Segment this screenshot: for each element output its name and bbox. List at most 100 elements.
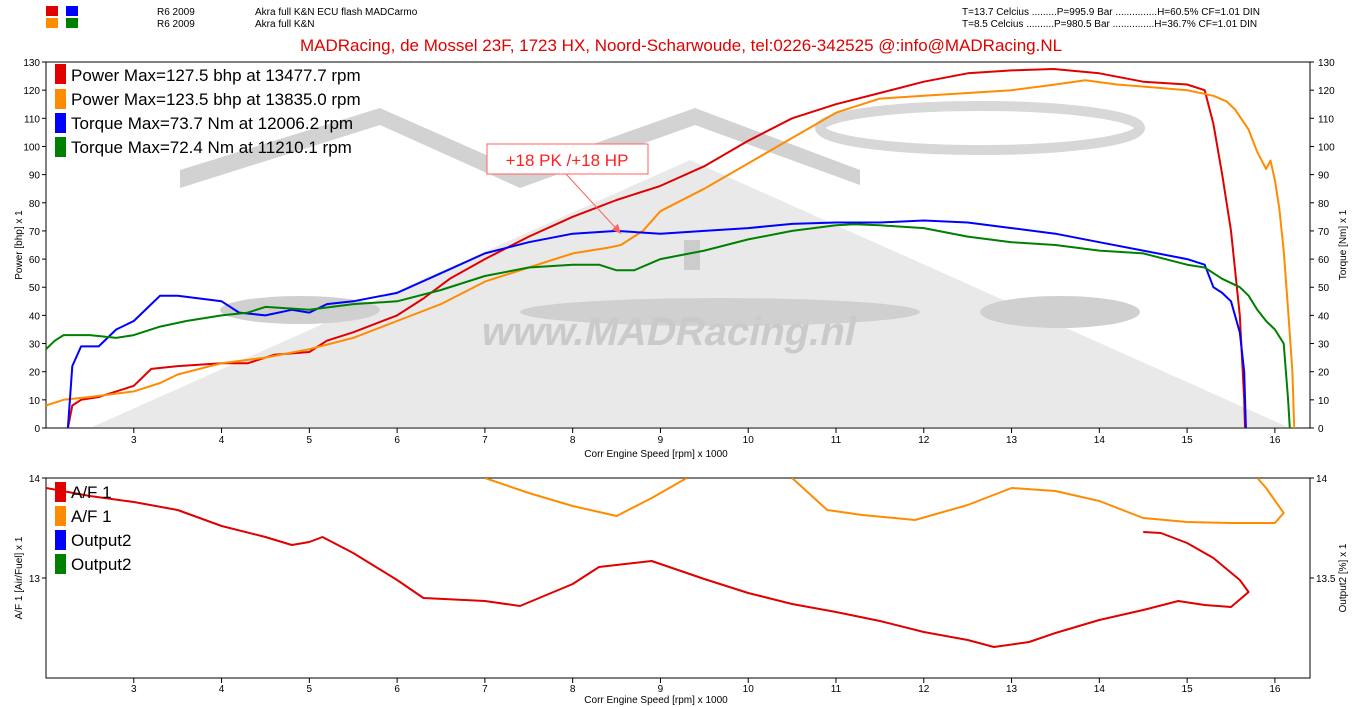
bottom-x-tick-label-14: 14 (1094, 684, 1106, 695)
top-x-tick-label-12: 12 (918, 435, 930, 446)
run1-name: R6 2009 (157, 7, 195, 18)
bottom-y-tick-label-left-0: 13 (29, 574, 41, 585)
gain-annotation-arrowhead (611, 223, 621, 234)
top-y-axis-label-right: Torque [Nm] x 1 (1338, 209, 1349, 280)
top-y-tick-label-left-10: 10 (29, 396, 41, 407)
top-x-tick-label-11: 11 (831, 435, 842, 446)
bottom-y-axis-label-right: Output2 [%] x 1 (1338, 543, 1349, 612)
banner: MADRacing, de Mossel 23F, 1723 HX, Noord… (300, 36, 1062, 55)
gain-annotation-arrow (565, 173, 622, 235)
top-plot-area (45, 61, 1311, 429)
top-y-tick-label-left-80: 80 (29, 199, 41, 210)
power-torque-panel: www.MADRacing.nl 3 4 5 6 7 8 9 10 11 12 13 14 15 16 0… (14, 58, 1349, 460)
top-y-tick-label-left-100: 100 (23, 142, 40, 153)
bottom-y-axis-label-left: A/F 1 [Air/Fuel] x 1 (14, 536, 25, 619)
top-y-tick-label-left-70: 70 (29, 227, 41, 238)
top-y-tick-label-right-120: 120 (1318, 86, 1335, 97)
run2-color-swatch-a (46, 18, 58, 28)
top-x-tick-label-4: 4 (219, 435, 225, 446)
top-y-ticks-right: 0 10 20 30 40 50 60 70 80 90 100 110 120 130 (1310, 58, 1335, 435)
top-x-tick-label-14: 14 (1094, 435, 1106, 446)
bottom-x-tick-label-13: 13 (1006, 684, 1018, 695)
top-y-tick-label-right-100: 100 (1318, 142, 1335, 153)
bottom-y-tick-label-right-0: 13.5 (1316, 574, 1336, 585)
legend-swatch-af-run1 (55, 482, 66, 502)
run2-conditions: T=8.5 Celcius ..........P=980.5 Bar ....… (962, 19, 1257, 30)
top-y-axis-label-left: Power [bhp] x 1 (14, 210, 25, 280)
top-y-tick-label-right-110: 110 (1318, 114, 1334, 125)
watermark-letter-g (980, 296, 1140, 328)
bottom-x-tick-label-4: 4 (219, 684, 225, 695)
bottom-x-tick-label-6: 6 (394, 684, 400, 695)
power-run1-line (66, 68, 1246, 429)
bottom-x-axis-label: Corr Engine Speed [rpm] x 1000 (584, 695, 728, 706)
watermark-bar (684, 240, 700, 270)
af-run2-line (484, 478, 688, 517)
top-x-tick-label-16: 16 (1269, 435, 1281, 446)
bottom-x-tick-label-9: 9 (658, 684, 664, 695)
bottom-y-tick-label-left-1: 14 (29, 474, 41, 485)
bottom-x-tick-label-7: 7 (482, 684, 488, 695)
top-y-tick-label-right-0: 0 (1318, 424, 1324, 435)
legend-swatch-torque-run2 (55, 137, 66, 157)
legend-swatch-power-run1 (55, 64, 66, 84)
watermark-url: www.MADRacing.nl (477, 308, 862, 353)
watermark-ring (815, 101, 1145, 155)
top-y-tick-label-left-90: 90 (29, 171, 41, 182)
legend-output2-run2: Output2 (71, 555, 132, 574)
torque-run1-line (66, 219, 1247, 429)
watermark-mountain (90, 160, 1290, 428)
top-x-ticks: 3 4 5 6 7 8 9 10 11 12 13 14 15 16 (131, 428, 1281, 446)
top-y-tick-label-left-0: 0 (34, 424, 40, 435)
run2-name: R6 2009 (157, 19, 195, 30)
top-x-tick-label-10: 10 (743, 435, 755, 446)
top-y-tick-label-right-20: 20 (1318, 368, 1330, 379)
power-run2-line (45, 79, 1296, 429)
bottom-x-tick-label-16: 16 (1269, 684, 1281, 695)
bottom-x-tick-label-11: 11 (831, 684, 842, 695)
watermark-m-shape (180, 108, 860, 188)
legend-af-run1: A/F 1 (71, 483, 112, 502)
top-x-tick-label-6: 6 (394, 435, 400, 446)
run2-description: Akra full K&N (255, 19, 314, 30)
top-y-tick-label-right-80: 80 (1318, 199, 1330, 210)
af-panel: 3 4 5 6 7 8 9 10 11 12 13 14 15 16 13 13.5 14 14 A/F 1 A… (14, 474, 1349, 706)
bottom-x-ticks: 3 4 5 6 7 8 9 10 11 12 13 14 15 16 (131, 678, 1281, 695)
top-x-tick-label-15: 15 (1182, 435, 1194, 446)
top-y-tick-label-right-30: 30 (1318, 340, 1330, 351)
legend-swatch-output2-run2 (55, 554, 66, 574)
top-y-tick-label-right-90: 90 (1318, 171, 1330, 182)
legend-torque-run2: Torque Max=72.4 Nm at 11210.1 rpm (71, 138, 352, 157)
legend-torque-run1: Torque Max=73.7 Nm at 12006.2 rpm (71, 114, 353, 133)
run1-description: Akra full K&N ECU flash MADCarmo (255, 7, 418, 18)
top-y-tick-label-right-10: 10 (1318, 396, 1330, 407)
top-x-tick-label-9: 9 (658, 435, 664, 446)
top-x-tick-label-5: 5 (307, 435, 313, 446)
top-x-axis-label: Corr Engine Speed [rpm] x 1000 (584, 449, 728, 460)
af-run1-line (46, 487, 1250, 648)
gain-annotation: +18 PK /+18 HP (486, 143, 649, 235)
watermark-letter-c (520, 298, 920, 326)
run1-color-swatch-a (46, 6, 58, 16)
header: R6 2009 R6 2009 Akra full K&N ECU flash … (46, 6, 1260, 55)
top-x-tick-label-13: 13 (1006, 435, 1018, 446)
top-y-tick-label-left-20: 20 (29, 368, 41, 379)
top-series-lines (45, 68, 1296, 429)
legend-swatch-af-run2 (55, 506, 66, 526)
bottom-x-tick-label-3: 3 (131, 684, 137, 695)
legend-power-run2: Power Max=123.5 bhp at 13835.0 rpm (71, 90, 361, 109)
top-y-tick-label-left-120: 120 (23, 86, 40, 97)
run1-color-swatch-b (66, 6, 78, 16)
top-y-tick-label-right-70: 70 (1318, 227, 1330, 238)
run2-color-swatch-b (66, 18, 78, 28)
top-y-tick-label-left-130: 130 (23, 58, 40, 69)
bottom-legend: A/F 1 A/F 1 Output2 Output2 (55, 482, 132, 574)
bottom-y-ticks: 13 13.5 14 14 (29, 474, 1336, 585)
top-y-tick-label-right-60: 60 (1318, 255, 1330, 266)
run1-conditions: T=13.7 Celcius .........P=995.9 Bar ....… (962, 7, 1260, 18)
bottom-series-lines (46, 478, 1285, 648)
top-x-tick-label-8: 8 (570, 435, 576, 446)
legend-output2-run1: Output2 (71, 531, 132, 550)
top-legend: Power Max=127.5 bhp at 13477.7 rpm Power… (55, 64, 361, 157)
